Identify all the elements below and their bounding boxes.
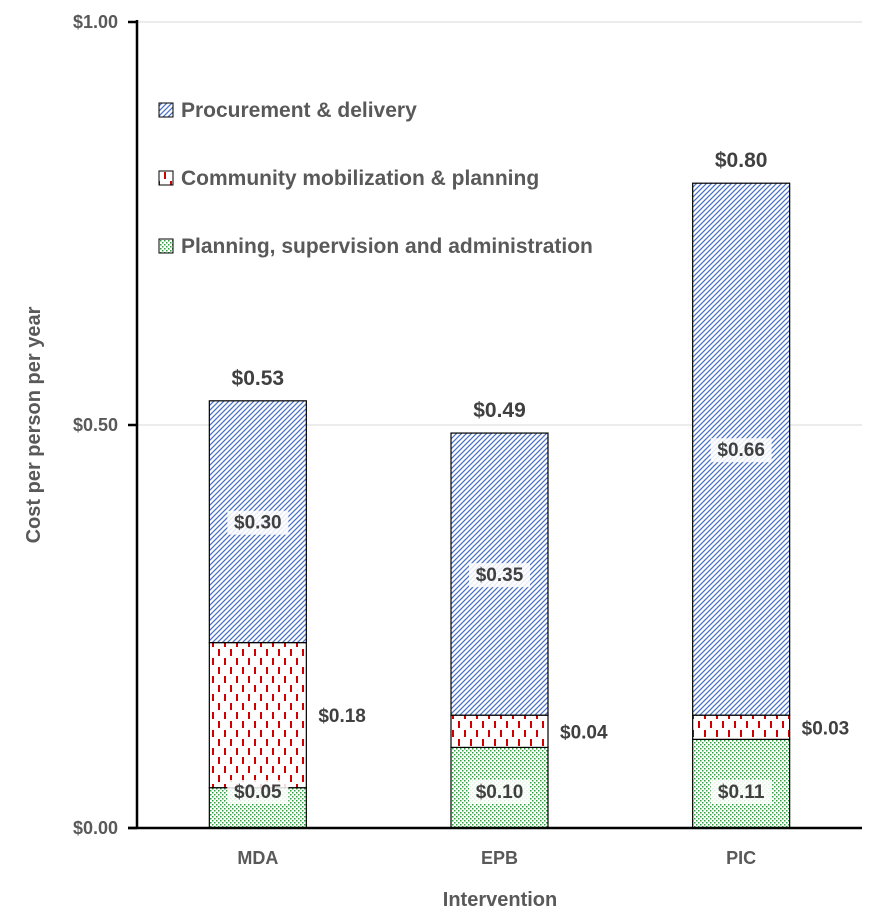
legend-swatch [158,170,174,186]
data-label-bg [469,563,530,588]
legend: Procurement & delivery Community mobiliza… [158,99,593,258]
data-label: $0.11 [718,782,765,803]
data-label: $0.35 [476,565,524,586]
data-label-bg [469,780,530,804]
total-label: $0.80 [715,149,768,172]
data-label: $0.10 [476,782,524,803]
data-label: $0.18 [318,706,366,727]
x-category-label: EPB [481,848,518,868]
legend-swatch [158,102,174,118]
legend-swatch [158,238,174,254]
data-label: $0.66 [717,440,765,461]
total-label: $0.53 [232,367,285,390]
total-label: $0.49 [473,399,526,422]
data-label: $0.03 [802,718,850,739]
y-tick-label: $1.00 [73,12,118,32]
x-category-label: MDA [237,848,278,868]
data-label-bg [710,780,772,804]
x-category-labels: MDA EPB PIC [237,848,756,868]
legend-label: Community mobilization & planning [181,167,539,190]
data-label: $0.05 [234,782,282,803]
y-tick-labels: $0.00 $0.50 $1.00 [73,12,137,838]
bars: $0.05 $0.18 $0.30 $0.53 $0.10 $0.04 $0.35 $0.49… [208,149,850,829]
y-tick-label: $0.50 [73,415,118,435]
legend-label: Procurement & delivery [181,99,417,122]
bar-segment-epb-dashes [450,714,549,748]
data-label-bg [227,780,289,804]
y-axis-title: Cost per person per year [23,306,45,543]
x-category-label: PIC [726,848,756,868]
data-label: $0.30 [234,513,282,534]
bar-segment-mda-dashes [208,642,307,789]
data-label-bg [710,438,772,463]
bar-segment-pic-dashes [692,714,791,740]
y-tick-label: $0.00 [73,818,118,838]
x-axis-title: Intervention [443,889,557,911]
data-label: $0.04 [560,722,608,743]
data-label-bg [227,510,289,535]
legend-label: Planning, supervision and administration [181,235,593,258]
